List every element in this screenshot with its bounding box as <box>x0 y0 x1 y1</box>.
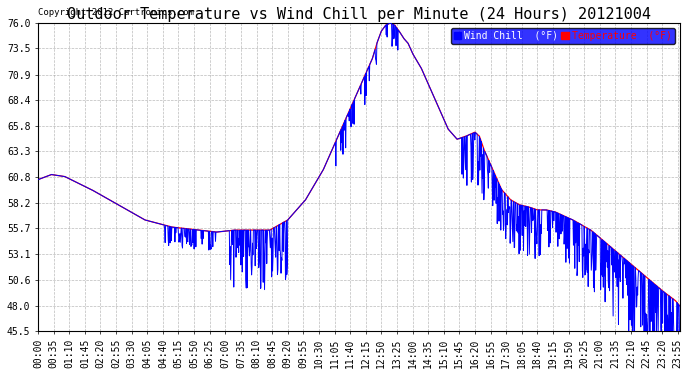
Legend: Wind Chill  (°F), Temperature  (°F): Wind Chill (°F), Temperature (°F) <box>451 28 675 44</box>
Title: Outdoor Temperature vs Wind Chill per Minute (24 Hours) 20121004: Outdoor Temperature vs Wind Chill per Mi… <box>67 7 651 22</box>
Text: Copyright 2012 Cartronics.com: Copyright 2012 Cartronics.com <box>38 8 194 17</box>
